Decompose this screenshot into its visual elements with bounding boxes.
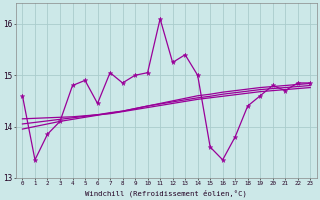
X-axis label: Windchill (Refroidissement éolien,°C): Windchill (Refroidissement éolien,°C) xyxy=(85,189,247,197)
